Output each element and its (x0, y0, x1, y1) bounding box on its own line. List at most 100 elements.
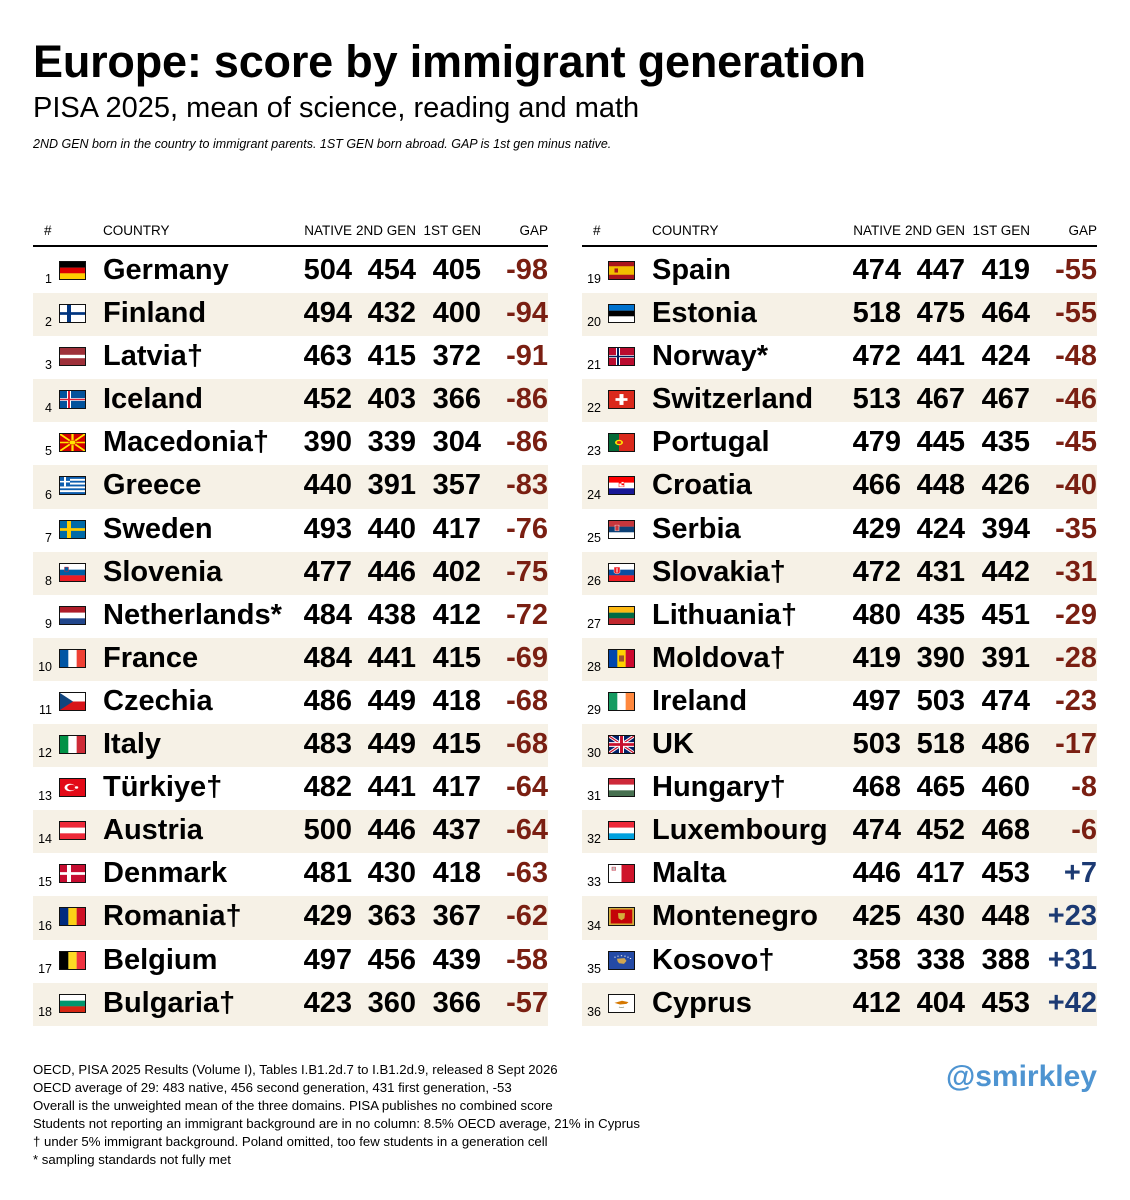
italy-flag-icon (59, 735, 86, 755)
croatia-flag-icon (608, 476, 635, 496)
gap-value: -68 (506, 728, 548, 761)
table-rows: 19 Spain 474 447 419 -55 20 Estonia 518 475 464 -55… (582, 250, 1097, 1026)
second-gen-score: 440 (367, 512, 416, 545)
country-name: Czechia (103, 684, 213, 717)
native-score: 497 (852, 684, 901, 717)
footer-line: † under 5% immigrant background. Poland … (33, 1134, 548, 1149)
second-gen-score: 441 (367, 641, 416, 674)
first-gen-score: 415 (432, 641, 481, 674)
netherlands-flag-icon (59, 605, 86, 625)
header-rank: # (593, 223, 601, 238)
first-gen-score: 372 (432, 340, 481, 373)
table-row: 3 Latvia† 463 415 372 -91 (33, 336, 548, 379)
rank-number: 10 (38, 659, 52, 674)
cyprus-flag-icon (608, 993, 635, 1013)
rank-number: 26 (587, 573, 601, 588)
country-name: Kosovo† (652, 943, 775, 976)
footer-line: * sampling standards not fully met (33, 1152, 231, 1167)
country-name: Romania† (103, 900, 242, 933)
first-gen-score: 424 (981, 340, 1030, 373)
rank-number: 36 (587, 1004, 601, 1019)
first-gen-score: 453 (981, 986, 1030, 1019)
country-name: Malta (652, 857, 727, 890)
second-gen-score: 475 (916, 297, 965, 330)
table-row: 32 Luxembourg 474 452 468 -6 (582, 810, 1097, 854)
spain-flag-icon (608, 261, 635, 280)
gap-value: -72 (506, 598, 548, 631)
gap-value: -28 (1055, 641, 1097, 674)
header-first-gen: 1ST GEN (972, 223, 1030, 238)
first-gen-score: 402 (432, 555, 481, 588)
gap-value: -40 (1055, 469, 1097, 502)
germany-flag-icon (59, 261, 86, 280)
rank-number: 22 (587, 401, 601, 416)
table-row: 28 Moldova† 419 390 391 -28 (582, 637, 1097, 681)
table-left: # COUNTRY NATIVE 2ND GEN 1ST GEN GAP 1 Ge… (33, 215, 548, 1026)
romania-flag-icon (59, 907, 86, 927)
gap-value: -46 (1055, 383, 1097, 416)
country-name: Ireland (652, 684, 748, 717)
sweden-flag-icon (59, 519, 86, 539)
table-row: 24 Croatia 466 448 426 -40 (582, 465, 1097, 509)
table-header: # COUNTRY NATIVE 2ND GEN 1ST GEN GAP (33, 215, 548, 247)
rank-number: 11 (39, 703, 52, 718)
first-gen-score: 418 (432, 684, 481, 717)
native-score: 486 (303, 684, 352, 717)
table-row: 8 Slovenia 477 446 402 -75 (33, 551, 548, 595)
native-score: 468 (852, 771, 901, 804)
gap-value: -64 (506, 814, 548, 847)
native-score: 513 (852, 383, 901, 416)
gap-value: -83 (506, 469, 548, 502)
header-first-gen: 1ST GEN (423, 223, 481, 238)
first-gen-score: 400 (432, 297, 481, 330)
rank-number: 13 (38, 789, 52, 804)
first-gen-score: 486 (981, 728, 1030, 761)
country-name: Macedonia† (103, 426, 269, 459)
gap-value: -64 (506, 771, 548, 804)
malta-flag-icon (608, 864, 635, 884)
first-gen-score: 388 (981, 943, 1030, 976)
second-gen-score: 417 (916, 857, 965, 890)
gap-value: -23 (1055, 684, 1097, 717)
native-score: 480 (852, 598, 901, 631)
native-score: 484 (303, 641, 352, 674)
table-row: 18 Bulgaria† 423 360 366 -57 (33, 982, 548, 1026)
second-gen-score: 503 (916, 684, 965, 717)
country-name: Slovakia† (652, 555, 786, 588)
rank-number: 16 (38, 918, 52, 933)
montenegro-flag-icon (608, 907, 635, 927)
second-gen-score: 518 (916, 728, 965, 761)
first-gen-score: 448 (981, 900, 1030, 933)
second-gen-score: 415 (367, 340, 416, 373)
gap-value: -86 (506, 426, 548, 459)
country-name: Estonia (652, 297, 757, 330)
native-score: 482 (303, 771, 352, 804)
country-name: Iceland (103, 383, 203, 416)
country-name: Latvia† (103, 340, 203, 373)
table-row: 4 Iceland 452 403 366 -86 (33, 379, 548, 423)
header-native: NATIVE (853, 223, 901, 238)
gap-value: -17 (1055, 728, 1097, 761)
native-score: 484 (303, 598, 352, 631)
first-gen-score: 474 (981, 684, 1030, 717)
rank-number: 29 (587, 703, 601, 718)
country-name: UK (652, 728, 694, 761)
first-gen-score: 464 (981, 297, 1030, 330)
gap-value: -91 (506, 340, 548, 373)
table-row: 27 Lithuania† 480 435 451 -29 (582, 595, 1097, 638)
rank-number: 35 (587, 961, 601, 976)
first-gen-score: 367 (432, 900, 481, 933)
slovakia-flag-icon (608, 562, 635, 582)
gap-value: -57 (506, 986, 548, 1019)
first-gen-score: 366 (432, 986, 481, 1019)
first-gen-score: 419 (981, 254, 1030, 286)
second-gen-score: 452 (916, 814, 965, 847)
rank-number: 34 (587, 918, 601, 933)
moldova-flag-icon (608, 648, 635, 668)
country-name: Slovenia (103, 555, 223, 588)
uk-flag-icon (608, 735, 635, 755)
native-score: 472 (852, 555, 901, 588)
second-gen-score: 339 (367, 426, 416, 459)
rank-number: 33 (587, 875, 601, 890)
header-native: NATIVE (304, 223, 352, 238)
